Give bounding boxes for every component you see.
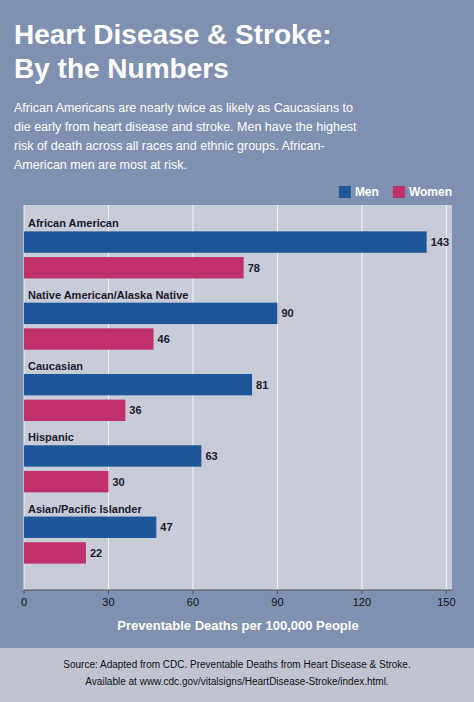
x-tick-label: 0 <box>21 596 27 608</box>
x-tick-label: 150 <box>437 596 455 608</box>
x-tick-label: 30 <box>102 596 114 608</box>
plot-background <box>24 205 452 590</box>
grid-line <box>361 205 362 590</box>
legend: Women Men <box>339 185 452 199</box>
category-label: Asian/Pacific Islander <box>28 503 142 515</box>
legend-swatch <box>339 186 351 198</box>
category-label: Native American/Alaska Native <box>28 289 188 301</box>
data-label: 30 <box>112 476 124 488</box>
bar <box>24 257 244 278</box>
page-background <box>0 0 474 702</box>
bar <box>24 400 125 421</box>
category-label: Hispanic <box>28 431 74 443</box>
x-tick <box>24 590 25 594</box>
data-label: 47 <box>160 521 172 533</box>
source-note: Available at www.cdc.gov/vitalsigns/Hear… <box>85 676 388 687</box>
x-tick <box>361 590 362 594</box>
bar <box>24 231 427 252</box>
data-label: 36 <box>129 404 141 416</box>
title-line: Heart Disease & Stroke: <box>14 19 331 50</box>
category-label: Caucasian <box>28 360 83 372</box>
x-tick <box>192 590 193 594</box>
legend-label: Women <box>409 185 452 199</box>
data-label: 63 <box>205 450 217 462</box>
bar <box>24 471 108 492</box>
data-label: 81 <box>256 379 268 391</box>
x-tick-label: 60 <box>187 596 199 608</box>
bar <box>24 542 86 563</box>
source-background <box>0 648 474 702</box>
bar <box>24 328 154 349</box>
data-label: 143 <box>431 236 449 248</box>
title: Heart Disease & Stroke:By the Numbers <box>14 19 331 84</box>
legend-label: Men <box>355 185 379 199</box>
subtitle: African Americans are nearly twice as li… <box>14 101 357 172</box>
x-tick-label: 90 <box>271 596 283 608</box>
x-tick <box>446 590 447 594</box>
x-tick-label: 120 <box>353 596 371 608</box>
bars <box>24 231 427 563</box>
legend-swatch <box>393 186 405 198</box>
data-label: 78 <box>248 262 260 274</box>
bar <box>24 303 277 324</box>
bar <box>24 517 156 538</box>
title-line: By the Numbers <box>14 53 229 84</box>
x-tick <box>108 590 109 594</box>
subtitle-line: American men are most at risk. <box>14 158 187 172</box>
chart-root: Heart Disease & Stroke:By the Numbers Afr… <box>0 0 474 702</box>
data-label: 90 <box>281 307 293 319</box>
data-label: 46 <box>158 333 170 345</box>
category-label: African American <box>28 217 119 229</box>
x-tick <box>277 590 278 594</box>
x-axis-line <box>24 590 452 591</box>
grid-line <box>446 205 447 590</box>
subtitle-line: risk of death across all races and ethni… <box>14 139 325 153</box>
grid-line <box>277 205 278 590</box>
labels: 143 78 African American 90 46 Native American… <box>28 217 449 559</box>
subtitle-line: African Americans are nearly twice as li… <box>14 101 353 115</box>
data-label: 22 <box>90 547 102 559</box>
bar <box>24 374 252 395</box>
x-axis-label: Preventable Deaths per 100,000 People <box>117 618 358 633</box>
bar <box>24 445 201 466</box>
subtitle-line: die early from heart disease and stroke.… <box>14 120 357 134</box>
source-note: Source: Adapted from CDC. Preventable De… <box>63 659 410 670</box>
